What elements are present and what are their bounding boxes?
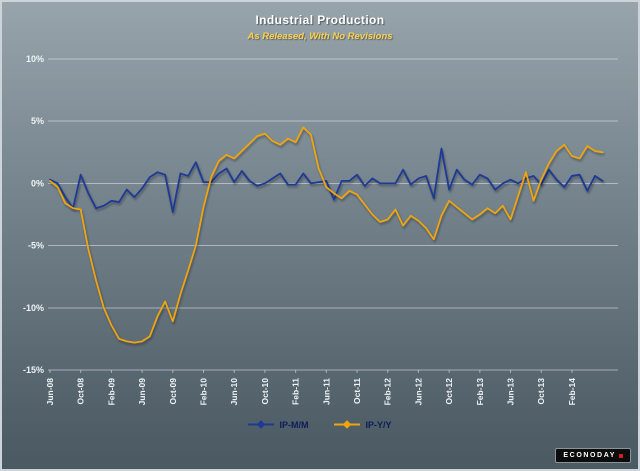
legend-label-ip-yy: IP-Y/Y <box>365 419 392 430</box>
legend-label-ip-mm: IP-M/M <box>279 419 309 430</box>
x-axis-label: Jun-10 <box>229 378 239 406</box>
chart-title: Industrial Production <box>255 13 385 27</box>
logo-red-dot <box>619 453 623 458</box>
y-axis-label: 5% <box>31 116 44 126</box>
x-axis-label: Oct-11 <box>352 378 362 404</box>
x-axis-label: Oct-13 <box>536 378 546 405</box>
legend-item-ip-yy: IP-Y/Y <box>334 419 392 430</box>
y-axis-label: -5% <box>28 241 44 251</box>
series-line-ip-y-y <box>49 126 604 344</box>
econoday-logo: ECONODAY <box>555 448 631 463</box>
legend-swatch-ip-mm <box>248 420 275 429</box>
x-axis-label: Feb-10 <box>199 378 209 406</box>
y-axis-label: -10% <box>23 303 44 313</box>
x-axis-label: Feb-12 <box>383 378 393 406</box>
x-axis-label: Feb-09 <box>106 378 116 406</box>
chart-subtitle: As Released, With No Revisions <box>247 31 393 42</box>
x-axis-label: Oct-09 <box>168 378 178 405</box>
y-axis-label: -15% <box>23 365 44 375</box>
x-axis-label: Oct-12 <box>444 378 454 405</box>
y-axis-label: 0% <box>31 178 44 188</box>
legend-swatch-ip-yy <box>334 420 361 429</box>
plot-area: 10% 5% 0% -5% -10% -15%Jun-08 Oct-08 Feb-09 Jun-… <box>23 54 618 406</box>
x-axis-label: Jun-11 <box>321 378 331 405</box>
y-axis-label: 10% <box>26 54 44 64</box>
econoday-logo-text: ECONODAY <box>563 452 616 459</box>
legend: IP-M/M IP-Y/Y <box>2 419 638 430</box>
x-axis-label: Jun-09 <box>137 378 147 406</box>
x-axis-label: Feb-13 <box>475 378 485 406</box>
x-axis-label: Oct-08 <box>76 378 86 405</box>
series-line-ip-m-m <box>49 147 604 213</box>
x-axis-label: Feb-14 <box>567 378 577 406</box>
x-axis-label: Feb-11 <box>291 378 301 405</box>
x-axis-label: Jun-08 <box>45 378 55 406</box>
x-axis-label: Jun-12 <box>413 378 423 406</box>
x-axis-label: Jun-13 <box>506 378 516 406</box>
x-axis-label: Oct-10 <box>260 378 270 405</box>
legend-item-ip-mm: IP-M/M <box>248 419 308 430</box>
